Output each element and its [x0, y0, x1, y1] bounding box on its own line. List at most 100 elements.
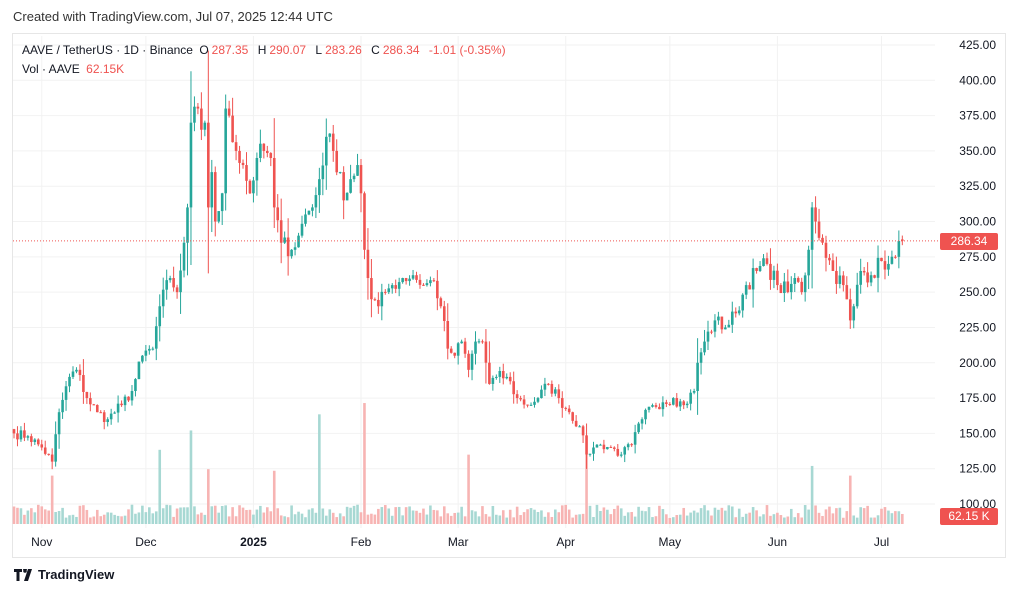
candle-body: [220, 193, 224, 212]
volume-bar: [588, 505, 592, 524]
candle-body: [467, 353, 470, 370]
candle-body: [873, 275, 876, 278]
candle-body: [744, 285, 748, 295]
candle-body: [134, 379, 137, 392]
candle-body: [377, 299, 380, 307]
volume-bar: [866, 505, 869, 524]
volume-bar: [474, 511, 477, 524]
candle-body: [769, 263, 772, 280]
volume-label[interactable]: Vol · AAVE: [22, 62, 80, 76]
volume-bar: [547, 512, 550, 524]
candle-body: [765, 258, 769, 264]
volume-bar: [630, 511, 633, 524]
volume-bar: [894, 511, 897, 524]
candle-body: [567, 408, 571, 413]
volume-bar: [647, 507, 651, 524]
chart-frame[interactable]: [12, 33, 1006, 558]
candle-body: [779, 285, 783, 294]
volume-bar: [366, 514, 370, 524]
volume-bar: [661, 509, 665, 524]
candle-body: [189, 122, 193, 208]
volume-bar: [262, 512, 266, 524]
candle-body: [515, 394, 519, 399]
candle-body: [373, 299, 377, 301]
volume-bar: [477, 516, 481, 524]
candle-body: [338, 172, 342, 174]
volume-bar: [859, 507, 862, 524]
candle-body: [158, 306, 162, 327]
candle-body: [880, 257, 883, 262]
volume-bar: [252, 514, 255, 524]
candle-body: [411, 275, 415, 279]
volume-bar: [727, 505, 731, 524]
candle-body: [272, 157, 276, 208]
volume-bar: [154, 511, 158, 524]
volume-bar: [210, 506, 214, 524]
open-value: 287.35: [211, 43, 249, 57]
volume-bar: [279, 515, 283, 524]
volume-bar: [172, 516, 175, 524]
candle-body: [144, 350, 148, 356]
volume-bar: [619, 508, 623, 524]
volume-bar: [501, 510, 505, 524]
volume-bar: [200, 512, 203, 524]
price-axis: 425.00 400.00 375.00 350.00 325.00 300.00 275.…: [959, 38, 996, 511]
volume-bar: [422, 508, 425, 524]
volume-bar: [658, 505, 661, 524]
candle-body: [640, 419, 644, 424]
volume-bar: [842, 517, 845, 524]
volume-bar: [505, 517, 509, 524]
candle-body: [175, 287, 179, 293]
candle-body: [678, 401, 682, 407]
volume-bar: [828, 506, 831, 524]
last-price-tag: 286.34: [940, 233, 998, 250]
candle-body: [734, 311, 738, 314]
volume-bar: [453, 512, 456, 524]
candle-body: [16, 433, 19, 440]
price-tick-label: 225.00: [959, 320, 996, 334]
price-tick-label: 200.00: [959, 356, 996, 370]
tradingview-logo[interactable]: TradingView: [14, 567, 114, 582]
symbol-title[interactable]: AAVE / TetherUS · 1D · Binance: [22, 43, 193, 57]
candle-body: [290, 249, 293, 257]
candle-body: [481, 341, 484, 343]
ohlc-row: AAVE / TetherUS · 1D · Binance O 287.35 H…: [22, 41, 509, 60]
volume-bar: [248, 509, 252, 524]
candle-body: [283, 237, 286, 243]
candle-body: [616, 448, 620, 456]
volume-bar: [560, 505, 564, 524]
volume-bar: [689, 512, 692, 524]
volume-bar: [442, 506, 446, 524]
volume-bar: [383, 505, 387, 524]
candle-body: [637, 423, 640, 433]
candle-body: [311, 207, 314, 211]
candle-body: [64, 386, 68, 400]
volume-bar: [161, 508, 165, 524]
candle-body: [512, 381, 515, 395]
candle-body: [342, 172, 345, 201]
candle-body: [855, 284, 859, 307]
candle-body: [727, 324, 731, 328]
volume-bar: [64, 517, 68, 524]
candle-body: [213, 172, 217, 222]
price-tick-label: 175.00: [959, 391, 996, 405]
candle-body: [526, 404, 529, 406]
volume-bar: [255, 509, 259, 524]
candle-body: [564, 407, 568, 409]
tradingview-logo-icon: [14, 568, 32, 581]
candle-body: [200, 108, 203, 130]
candle-body: [536, 398, 540, 402]
volume-bar: [741, 516, 744, 524]
volume-bar: [824, 509, 828, 524]
volume-bar: [901, 513, 904, 524]
volume-bar: [241, 507, 245, 524]
candle-body: [12, 429, 16, 434]
volume-bar: [519, 515, 522, 524]
volume-bar: [678, 514, 682, 524]
volume-bar: [574, 514, 578, 524]
candle-body: [675, 398, 679, 407]
candle-body: [796, 278, 800, 282]
candle-body: [234, 142, 238, 151]
volume-bar: [272, 470, 276, 524]
